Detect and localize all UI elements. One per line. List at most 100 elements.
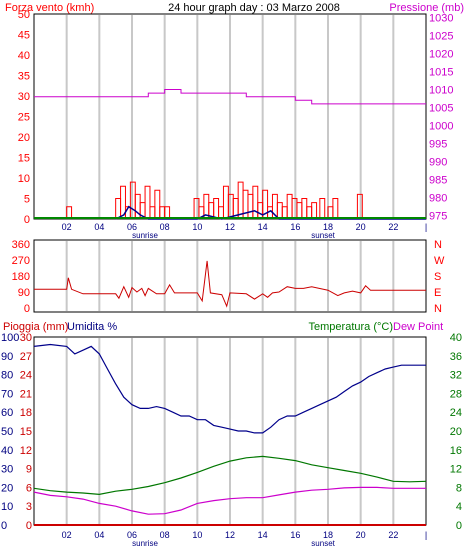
humidity-y-tick-6: 40 xyxy=(1,445,13,457)
humidity-y-tick-2: 80 xyxy=(1,370,13,382)
pressure-y-tick-4: 1010 xyxy=(429,85,453,97)
panel-humidity-sunset-label: sunset xyxy=(311,539,335,548)
direction-y-tick-4: 0 xyxy=(24,303,30,315)
panel-wind-x-tick-2: 06 xyxy=(127,222,137,232)
direction-compass-4: N xyxy=(434,303,442,315)
wind-bar-0 xyxy=(66,206,73,219)
humidity-y-tick-0: 100 xyxy=(1,332,19,344)
direction-y-tick-2: 180 xyxy=(12,271,30,283)
panel-wind-x-tick-10: 22 xyxy=(388,222,398,232)
temperature-y-tick-2: 32 xyxy=(450,370,462,382)
chart-title: 24 hour graph day : 03 Marzo 2008 xyxy=(168,2,340,14)
pressure-y-tick-5: 1005 xyxy=(429,103,453,115)
direction-compass-2: S xyxy=(434,271,441,283)
wind-bar-26 xyxy=(262,189,269,219)
panel-wind-x-tick-9: 20 xyxy=(356,222,366,232)
direction-y-tick-1: 270 xyxy=(12,255,30,267)
wind-y-tick-0: 50 xyxy=(18,9,30,21)
direction-compass-3: E xyxy=(434,287,441,299)
wind-y-tick-3: 35 xyxy=(18,71,30,83)
temperature-y-tick-5: 20 xyxy=(450,426,462,438)
humidity-y-tick-4: 60 xyxy=(1,407,13,419)
rain-y-tick-10: 0 xyxy=(26,520,32,532)
humidity-y-tick-10: 0 xyxy=(1,520,7,532)
panel-humidity-x-tick-8: 18 xyxy=(323,530,333,540)
rain-y-tick-5: 15 xyxy=(20,426,32,438)
humidity-y-tick-1: 90 xyxy=(1,351,13,363)
panel-wind-sunrise-label: sunrise xyxy=(132,231,158,240)
rain-y-tick-1: 27 xyxy=(20,351,32,363)
temperature-series xyxy=(33,455,427,496)
rain-y-tick-9: 3 xyxy=(26,501,32,513)
panel-wind-x-tick-11: | xyxy=(425,222,427,232)
panel-wind-sunset-label: sunset xyxy=(311,231,335,240)
rain-y-tick-7: 9 xyxy=(26,464,32,476)
temperature-y-tick-3: 28 xyxy=(450,388,462,400)
panel-humidity-x-tick-9: 20 xyxy=(356,530,366,540)
temperature-y-tick-7: 12 xyxy=(450,464,462,476)
wind-y-tick-7: 15 xyxy=(18,153,30,165)
rain-y-tick-6: 12 xyxy=(20,445,32,457)
direction-y-tick-0: 360 xyxy=(12,239,30,251)
panel-wind-x-tick-6: 14 xyxy=(258,222,268,232)
wind-bar-11 xyxy=(164,206,171,219)
panel-wind-x-tick-0: 02 xyxy=(62,222,72,232)
panel-wind-x-tick-4: 10 xyxy=(192,222,202,232)
panel-wind-x-tick-7: 16 xyxy=(290,222,300,232)
rain-y-tick-2: 24 xyxy=(20,370,32,382)
panel-humidity-x-tick-3: 08 xyxy=(160,530,170,540)
direction-series xyxy=(34,260,426,308)
wind-y-tick-10: 0 xyxy=(24,214,30,226)
wind-bar-9 xyxy=(154,189,161,219)
wind-axis-title: Forza vento (kmh) xyxy=(5,2,94,14)
panel-humidity-x-tick-10: 22 xyxy=(388,530,398,540)
pressure-y-tick-6: 1000 xyxy=(429,120,453,132)
panel-humidity-x-tick-11: | xyxy=(425,530,427,540)
panel-humidity-x-tick-7: 16 xyxy=(290,530,300,540)
direction-compass-0: N xyxy=(434,239,442,251)
wind-y-tick-4: 30 xyxy=(18,91,30,103)
temperature-y-tick-10: 0 xyxy=(456,520,462,532)
dewpoint-series xyxy=(33,486,426,515)
wind-bar-36 xyxy=(311,202,318,219)
wind-bar-37 xyxy=(319,198,326,219)
panel-wind-x-tick-5: 12 xyxy=(225,222,235,232)
pressure-y-tick-9: 985 xyxy=(429,174,447,186)
rain-y-tick-0: 30 xyxy=(20,332,32,344)
temperature-y-tick-6: 16 xyxy=(450,445,462,457)
panel-wind-x-tick-8: 18 xyxy=(323,222,333,232)
pressure-y-tick-7: 995 xyxy=(429,138,447,150)
panel-wind-x-tick-3: 08 xyxy=(160,222,170,232)
wind-bar-40 xyxy=(356,193,363,219)
wind-y-tick-5: 25 xyxy=(18,112,30,124)
humidity-y-tick-5: 50 xyxy=(1,426,13,438)
humidity-y-tick-3: 70 xyxy=(1,388,13,400)
humidity-y-tick-9: 10 xyxy=(1,501,13,513)
pressure-y-tick-11: 975 xyxy=(429,210,447,222)
pressure-y-tick-10: 980 xyxy=(429,192,447,204)
rain-axis-title: Pioggia (mm) xyxy=(3,321,68,333)
humidity-y-tick-7: 30 xyxy=(1,464,13,476)
rain-y-tick-4: 18 xyxy=(20,407,32,419)
pressure-y-tick-0: 1030 xyxy=(429,13,453,25)
temperature-y-tick-1: 36 xyxy=(450,351,462,363)
panel-humidity-x-tick-4: 10 xyxy=(192,530,202,540)
wind-y-tick-8: 10 xyxy=(18,173,30,185)
pressure-y-tick-3: 1015 xyxy=(429,67,453,79)
direction-compass-1: W xyxy=(434,255,445,267)
panel-humidity-sunrise-label: sunrise xyxy=(132,539,158,548)
temperature-y-tick-4: 24 xyxy=(450,407,462,419)
gust-series xyxy=(115,205,426,220)
pressure-series xyxy=(34,89,426,105)
rain-y-tick-8: 6 xyxy=(26,482,32,494)
panel-humidity-x-tick-5: 12 xyxy=(225,530,235,540)
pressure-y-tick-2: 1020 xyxy=(429,49,453,61)
temperature-y-tick-0: 40 xyxy=(450,332,462,344)
wind-y-tick-9: 5 xyxy=(24,194,30,206)
humidity-y-tick-8: 20 xyxy=(1,482,13,494)
wind-y-tick-6: 20 xyxy=(18,132,30,144)
pressure-y-tick-8: 990 xyxy=(429,156,447,168)
temperature-axis-title: Temperatura (°C) xyxy=(309,321,393,333)
panel-humidity-x-tick-2: 06 xyxy=(127,530,137,540)
